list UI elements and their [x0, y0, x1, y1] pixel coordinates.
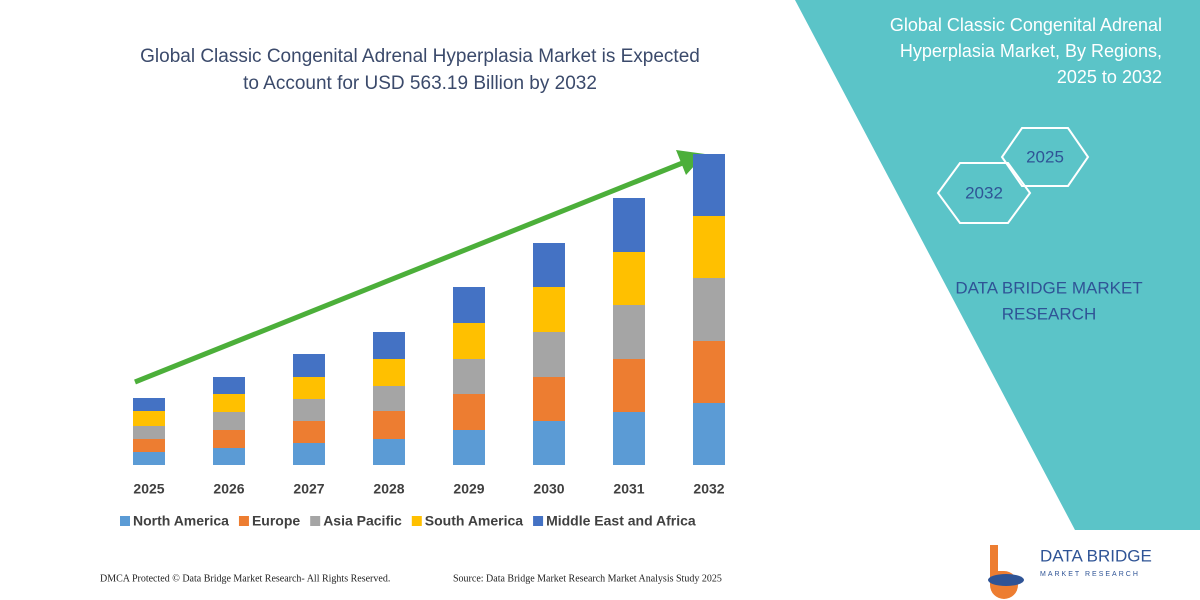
- bar-segment: [613, 412, 645, 465]
- bar-segment: [453, 287, 485, 323]
- bar-segment: [293, 399, 325, 421]
- legend-label: Middle East and Africa: [546, 513, 696, 529]
- bar-segment: [533, 377, 565, 421]
- x-tick-label: 2030: [533, 481, 564, 497]
- bar-segment: [693, 278, 725, 341]
- legend-swatch: [411, 516, 422, 526]
- teal-panel: [795, 0, 1200, 530]
- bar-segment: [453, 394, 485, 430]
- footer-left: DMCA Protected © Data Bridge Market Rese…: [100, 573, 390, 584]
- x-tick-label: 2026: [213, 481, 244, 497]
- bar-segment: [213, 448, 245, 465]
- bar-segment: [453, 359, 485, 394]
- bar-segment: [293, 377, 325, 399]
- hex-label: 2032: [965, 183, 1003, 202]
- legend-label: Europe: [252, 513, 300, 529]
- bar-segment: [533, 243, 565, 287]
- bar-segment: [533, 287, 565, 332]
- bar-segment: [613, 305, 645, 359]
- hexagon: [1000, 127, 1090, 187]
- bar-segment: [613, 198, 645, 252]
- bar-segment: [373, 332, 405, 359]
- legend-label: Asia Pacific: [323, 513, 402, 529]
- hexagon: [936, 162, 1032, 224]
- bar-segment: [693, 341, 725, 403]
- bar-segment: [533, 421, 565, 465]
- bar-segment: [213, 412, 245, 430]
- bar-segment: [373, 411, 405, 439]
- bar-segment: [213, 430, 245, 448]
- logo-name: DATA BRIDGE: [1040, 546, 1152, 565]
- x-tick-label: 2025: [133, 481, 164, 497]
- panel-title: Hyperplasia Market, By Regions,: [900, 41, 1162, 61]
- chart-title: to Account for USD 563.19 Billion by 203…: [243, 73, 597, 94]
- logo: DATA BRIDGE MARKET RESEARCH: [988, 545, 1152, 599]
- x-tick-label: 2027: [293, 481, 324, 497]
- bar-segment: [133, 439, 165, 452]
- bar-segment: [613, 359, 645, 412]
- bar-segment: [133, 398, 165, 411]
- legend-swatch: [238, 516, 249, 526]
- footer-right: Source: Data Bridge Market Research Mark…: [453, 573, 722, 584]
- bar-segment: [453, 323, 485, 359]
- legend-label: South America: [425, 513, 523, 529]
- bar-segment: [613, 252, 645, 305]
- panel-title: Global Classic Congenital Adrenal: [890, 15, 1162, 35]
- bar-segment: [293, 421, 325, 443]
- x-tick-label: 2029: [453, 481, 484, 497]
- x-tick-label: 2028: [373, 481, 404, 497]
- bar-segment: [293, 443, 325, 465]
- legend-swatch: [310, 516, 321, 526]
- chart-title: Global Classic Congenital Adrenal Hyperp…: [140, 46, 700, 67]
- panel-title: 2025 to 2032: [1057, 67, 1162, 87]
- logo-tagline: MARKET RESEARCH: [1040, 571, 1140, 578]
- trend-arrow: [134, 157, 691, 385]
- bar-segment: [373, 386, 405, 411]
- logo-swoosh: [988, 574, 1024, 586]
- brand: DATA BRIDGE MARKET: [955, 278, 1142, 297]
- bar-segment: [693, 403, 725, 465]
- x-tick-label: 2031: [613, 481, 644, 497]
- bar-segment: [133, 411, 165, 426]
- brand: RESEARCH: [1002, 304, 1096, 323]
- bar-segment: [133, 426, 165, 439]
- bar-segment: [373, 359, 405, 386]
- bar-segment: [693, 154, 725, 216]
- hex-label: 2025: [1026, 147, 1064, 166]
- bar-segment: [133, 452, 165, 465]
- x-tick-label: 2032: [693, 481, 724, 497]
- legend-swatch: [120, 516, 130, 526]
- legend-label: North America: [133, 513, 229, 529]
- bar-segment: [293, 354, 325, 377]
- legend-swatch: [533, 516, 544, 526]
- bar-segment: [213, 377, 245, 394]
- bar-segment: [373, 439, 405, 465]
- bar-segment: [213, 394, 245, 412]
- bar-segment: [693, 216, 725, 278]
- bar-segment: [453, 430, 485, 465]
- bar-segment: [533, 332, 565, 377]
